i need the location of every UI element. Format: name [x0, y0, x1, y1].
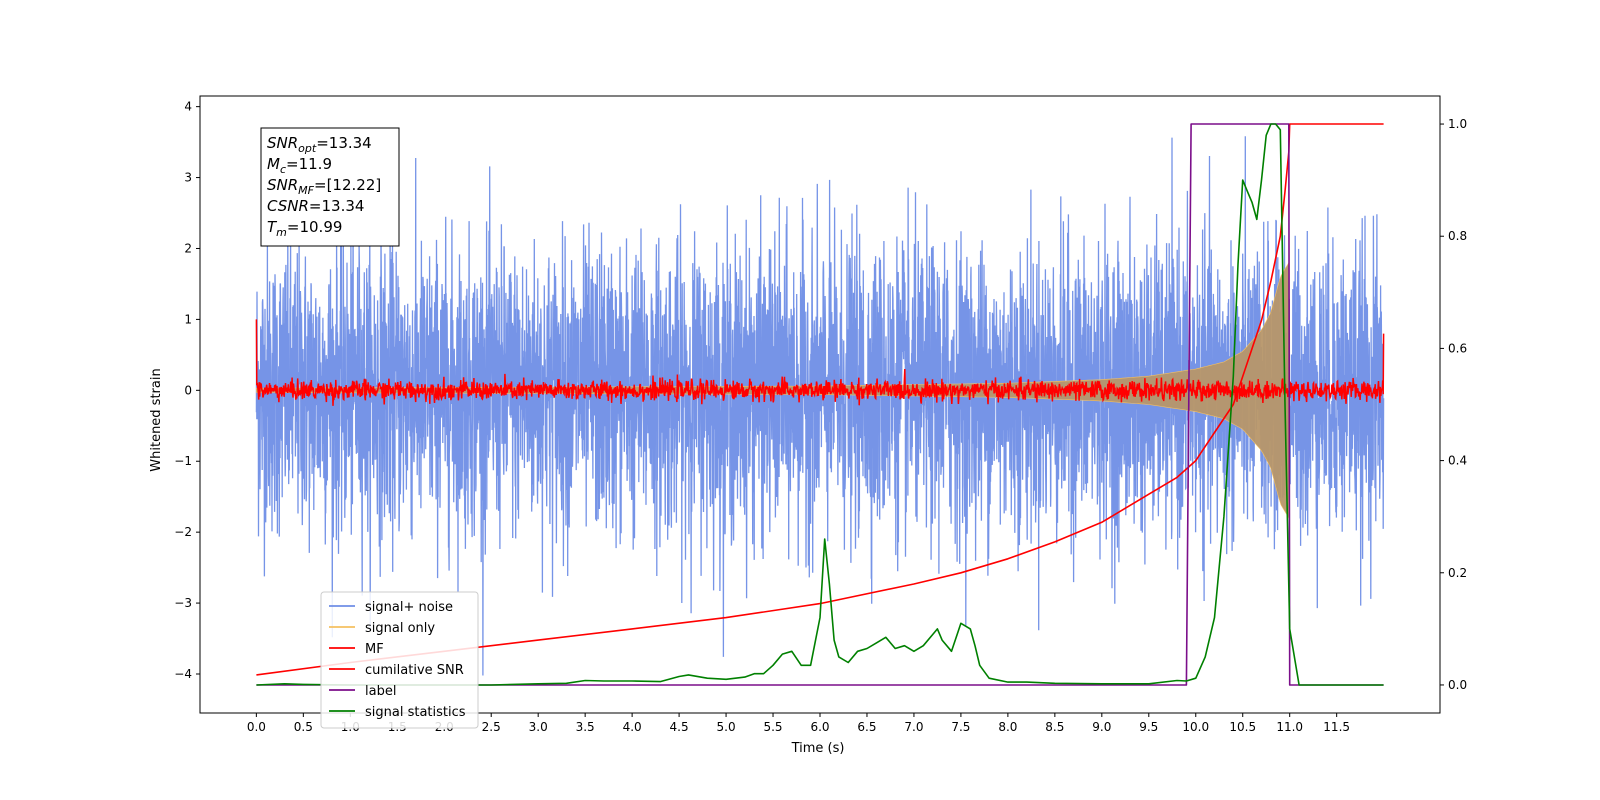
y2-tick-label: 0.8 [1448, 229, 1467, 243]
legend-frame [320, 591, 479, 729]
legend-label-signal-only: signal only [365, 621, 435, 636]
x-tick-label: 8.5 [1045, 720, 1064, 734]
x-tick-label: 4.0 [623, 720, 642, 734]
x-tick-label: 7.5 [951, 720, 970, 734]
y2-tick-label: 0.0 [1448, 678, 1467, 692]
x-tick-label: 9.5 [1139, 720, 1158, 734]
annotation-line: Mc=11.9 [267, 155, 332, 176]
series-cumilative-snr [256, 123, 1384, 676]
x-tick-label: 11.0 [1276, 720, 1303, 734]
y-tick-label: −3 [174, 596, 192, 610]
y-tick-label: 2 [184, 241, 192, 255]
series-signal-statistics [256, 123, 1384, 686]
legend-label-signal-noise: signal+ noise [365, 600, 453, 615]
annotation-frame [260, 127, 400, 247]
x-tick-label: 10.5 [1229, 720, 1256, 734]
x-axis-label: Time (s) [791, 741, 845, 756]
x-tick-label: 0.0 [247, 720, 266, 734]
annotation-line: SNRopt=13.34 [267, 134, 372, 155]
legend-label-cumilative-snr: cumilative SNR [365, 663, 464, 678]
annotation-line: SNRMF=[12.22] [267, 176, 381, 197]
noise-layer [255, 136, 1385, 676]
annotation-box: SNRopt=13.34Mc=11.9SNRMF=[12.22]CSNR=13.… [260, 127, 400, 247]
x-tick-label: 7.0 [904, 720, 923, 734]
series-signal-noise [255, 136, 1385, 676]
x-tick-label: 3.5 [576, 720, 595, 734]
y2-tick-label: 1.0 [1448, 117, 1467, 131]
x-tick-label: 9.0 [1092, 720, 1111, 734]
x-tick-label: 6.5 [857, 720, 876, 734]
plot-area [255, 123, 1385, 686]
x-tick-label: 2.5 [482, 720, 501, 734]
x-tick-label: 0.5 [294, 720, 313, 734]
x-tick-label: 5.5 [763, 720, 782, 734]
annotation-line: CSNR=13.34 [267, 197, 364, 215]
y-tick-label: 1 [184, 312, 192, 326]
y-tick-label: 4 [184, 100, 192, 114]
y-tick-label: −4 [174, 667, 192, 681]
y2-tick-label: 0.6 [1448, 341, 1467, 355]
y-tick-label: −1 [174, 454, 192, 468]
x-tick-label: 3.0 [529, 720, 548, 734]
mf-layer [255, 319, 1385, 406]
y2-tick-label: 0.4 [1448, 454, 1467, 468]
legend-label-label: label [365, 684, 396, 699]
x-tick-label: 4.5 [670, 720, 689, 734]
x-tick-label: 5.0 [717, 720, 736, 734]
y-tick-label: 3 [184, 171, 192, 185]
legend: signal+ noise signal only MF cumilative SNR… [320, 591, 479, 729]
x-tick-label: 6.0 [810, 720, 829, 734]
legend-label-mf: MF [365, 642, 384, 657]
x-tick-label: 8.0 [998, 720, 1017, 734]
legend-label-signal-statistics: signal statistics [365, 705, 466, 720]
annotation-line: Tm=10.99 [267, 218, 342, 239]
x-tick-label: 11.5 [1323, 720, 1350, 734]
y2-tick-label: 0.2 [1448, 566, 1467, 580]
y-tick-label: −2 [174, 525, 192, 539]
y-tick-label: 0 [184, 383, 192, 397]
right-axis-lines-layer [256, 123, 1384, 686]
y-axis-left: −4 −3 −2 −1 0 1 2 3 4 [174, 100, 200, 681]
y-axis-label: Whitened strain [149, 368, 164, 471]
y-axis-right: 0.0 0.2 0.4 0.6 0.8 1.0 [1440, 117, 1467, 692]
series-mf [255, 319, 1385, 406]
x-tick-label: 10.0 [1182, 720, 1209, 734]
